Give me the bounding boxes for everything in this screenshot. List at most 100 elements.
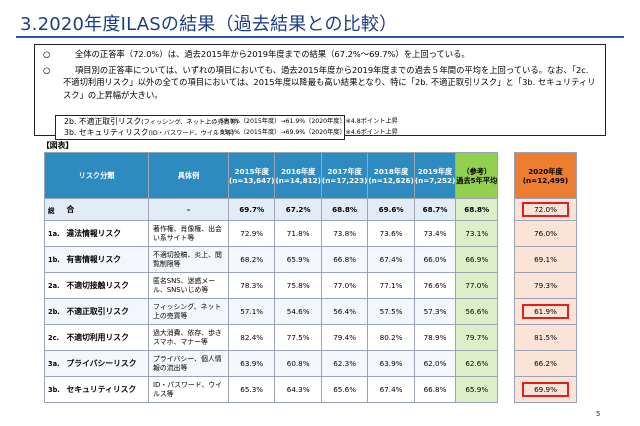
row-label: セキュリティリスク — [66, 376, 149, 403]
table-row: 61.9% — [514, 298, 577, 325]
cell-2016: 65.9% — [274, 246, 322, 273]
cell-2017: 79.4% — [320, 324, 369, 351]
cell-2019: 66.0% — [413, 246, 457, 273]
bullet-circle-icon: ○ — [43, 49, 51, 59]
row-example: プライバシー、個人情報の流出等 — [148, 350, 229, 377]
row-code: 3b. — [44, 376, 67, 403]
cell-2017: 66.8% — [320, 246, 369, 273]
cell-2018: 80.2% — [367, 324, 415, 351]
note-sub: (ID・パスワード、ウイルス等) — [148, 129, 234, 137]
cell-2019: 57.3% — [413, 298, 457, 325]
table-row: 81.5% — [514, 324, 577, 351]
page-title: 3.2020年度ILASの結果（過去結果との比較） — [20, 14, 398, 35]
results-table: リスク分類 具体例 2015年度 (n=13,647) 2016年度 (n=14,8… — [44, 152, 499, 403]
note-row: 3b. セキュリティリスク(ID・パスワード、ウイルス等) ：65.3%（201… — [64, 127, 398, 139]
cell-2016: 67.2% — [274, 198, 322, 221]
note-label: 3b. セキュリティリスク — [64, 127, 149, 137]
cell-2016: 64.3% — [274, 376, 322, 403]
cell-2018: 57.5% — [367, 298, 415, 325]
header-2020: 2020年度 (n=12,499) — [514, 152, 577, 199]
cell-2016: 77.5% — [274, 324, 322, 351]
row-code: 3a. — [44, 350, 67, 377]
cell-average: 73.1% — [455, 220, 499, 247]
row-example: 匿名SNS、迷惑メール、SNSいじめ等 — [148, 272, 229, 299]
summary-bullet-text: 項目別の正答率については、いずれの項目においても、過去2015年度から2019年… — [63, 64, 596, 100]
cell-2019: 76.6% — [413, 272, 457, 299]
cell-2018: 69.6% — [367, 198, 415, 221]
highlight-box: 69.9% — [522, 382, 569, 397]
header-2019: 2019年度 (n=7,252) — [413, 152, 457, 199]
cell-average: 66.9% — [455, 246, 499, 273]
table-row: 1a. 違法情報リスク 著作権、肖像権、出会い系サイト等 72.9% 71.8% 73.8… — [44, 220, 499, 247]
cell-2017: 56.4% — [320, 298, 369, 325]
row-example: フィッシング、ネット上の売買等 — [148, 298, 229, 325]
row-label: 違法情報リスク — [66, 220, 149, 247]
title-bar: 3.2020年度ILASの結果（過去結果との比較） — [16, 6, 624, 38]
note-row: 2b. 不適正取引リスク(フィッシング、ネット上の売買等) ：57.1%（201… — [64, 117, 398, 128]
cell-2019: 62.0% — [413, 350, 457, 377]
table-header-row: リスク分類 具体例 2015年度 (n=13,647) 2016年度 (n=14,8… — [44, 152, 499, 199]
cell-2015: 57.1% — [227, 298, 276, 325]
header-average: （参考） 過去5年平均 — [455, 152, 499, 199]
cell-average: 77.0% — [455, 272, 499, 299]
row-label: 不適切接触リスク — [66, 272, 149, 299]
table-row: 1b. 有害情報リスク 不適切投稿、炎上、閲覧制限等 68.2% 65.9% 66.8% 6… — [44, 246, 499, 273]
cell-2018: 77.1% — [367, 272, 415, 299]
cell-2017: 77.0% — [320, 272, 369, 299]
cell-2016: 75.8% — [274, 272, 322, 299]
cell-2020: 61.9% — [514, 298, 577, 325]
row-code: 2b. — [44, 298, 67, 325]
cell-2018: 67.4% — [367, 376, 415, 403]
row-label: 不適切利用リスク — [66, 324, 149, 351]
row-example: 著作権、肖像権、出会い系サイト等 — [148, 220, 229, 247]
cell-2020: 69.1% — [514, 246, 577, 273]
cell-2015: 63.9% — [227, 350, 276, 377]
header-2018: 2018年度 (n=12,626) — [367, 152, 415, 199]
table-header-row: 2020年度 (n=12,499) — [514, 152, 577, 199]
row-label: 不適正取引リスク — [66, 298, 149, 325]
cell-2015: 69.7% — [227, 198, 276, 221]
highlight-box: 72.0% — [522, 202, 569, 217]
cell-2020: 81.5% — [514, 324, 577, 351]
row-label: 合 — [66, 198, 149, 221]
note-label: 2b. 不適正取引リスク — [64, 117, 142, 126]
row-label: 有害情報リスク — [66, 246, 149, 273]
table-row: 3b. セキュリティリスク ID・パスワード、ウイルス等 65.3% 64.3% 65.6… — [44, 376, 499, 403]
cell-2016: 71.8% — [274, 220, 322, 247]
cell-2019: 68.7% — [413, 198, 457, 221]
table-row: 2c. 不適切利用リスク 過大消費、依存、歩きスマホ、マナー等 82.4% 77.5% 7… — [44, 324, 499, 351]
cell-2020: 66.2% — [514, 350, 577, 377]
summary-bullet-2: ○ 項目別の正答率については、いずれの項目においても、過去2015年度から201… — [43, 64, 597, 102]
header-category: リスク分類 — [44, 152, 149, 199]
cell-2017: 68.8% — [320, 198, 369, 221]
cell-2015: 65.3% — [227, 376, 276, 403]
cell-2020: 69.9% — [514, 376, 577, 403]
row-code: 1a. — [44, 220, 67, 247]
cell-2018: 67.4% — [367, 246, 415, 273]
results-2020-table: 2020年度 (n=12,499) 72.0% 76.0% 69.1% 79.3% 61… — [514, 152, 577, 403]
row-code: 1b. — [44, 246, 67, 273]
cell-2019: 66.8% — [413, 376, 457, 403]
bullet-circle-icon: ○ — [43, 64, 51, 75]
header-2015: 2015年度 (n=13,647) — [227, 152, 276, 199]
cell-average: 65.9% — [455, 376, 499, 403]
cell-2018: 63.9% — [367, 350, 415, 377]
table-row-total: 総 合 – 69.7% 67.2% 68.8% 69.6% 68.7% 68.8… — [44, 198, 499, 221]
cell-2019: 78.9% — [413, 324, 457, 351]
cell-2017: 62.3% — [320, 350, 369, 377]
cell-2015: 72.9% — [227, 220, 276, 247]
summary-bullet-1: ○ 全体の正答率（72.0%）は、過去2015年から2019年度までの結果（67… — [43, 48, 597, 61]
header-example: 具体例 — [148, 152, 229, 199]
page-number: 5 — [596, 410, 601, 418]
cell-2015: 78.3% — [227, 272, 276, 299]
cell-2019: 73.4% — [413, 220, 457, 247]
note-box: 2b. 不適正取引リスク(フィッシング、ネット上の売買等) ：57.1%（201… — [55, 115, 398, 140]
cell-2017: 65.6% — [320, 376, 369, 403]
cell-average: 62.6% — [455, 350, 499, 377]
header-2017: 2017年度 (n=17,223) — [320, 152, 369, 199]
summary-box: ○ 全体の正答率（72.0%）は、過去2015年から2019年度までの結果（67… — [34, 44, 606, 140]
summary-bullet-text: 全体の正答率（72.0%）は、過去2015年から2019年度までの結果（67.2… — [75, 49, 470, 59]
row-code: 総 — [44, 198, 67, 221]
note-sub: (フィッシング、ネット上の売買等) — [141, 119, 239, 126]
table-row-total: 72.0% — [514, 198, 577, 221]
